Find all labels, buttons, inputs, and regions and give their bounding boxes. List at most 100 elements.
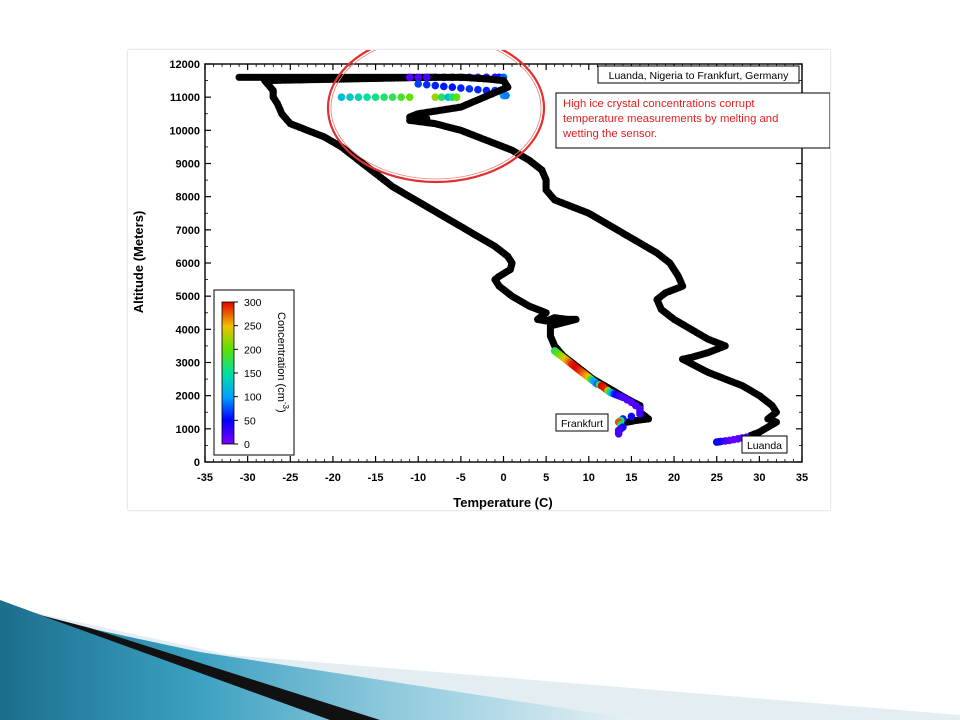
x-tick-label: -30 bbox=[240, 472, 256, 484]
data-point bbox=[405, 93, 414, 101]
chart-svg: -35 -30 -25 -20 -15 -10 -5 0 5 10 15 20 25 30 35010002… bbox=[131, 50, 830, 510]
data-point bbox=[627, 412, 636, 421]
data-point bbox=[636, 410, 644, 418]
title-label-text: Luanda, Nigeria to Frankfurt, Germany bbox=[609, 70, 790, 82]
colorbar-label-main: Concentration (cm bbox=[275, 312, 287, 402]
frankfurt-label-text: Frankfurt bbox=[561, 418, 603, 430]
data-point bbox=[346, 93, 354, 101]
data-point bbox=[431, 81, 440, 90]
colorbar-tick-label: 150 bbox=[244, 368, 262, 380]
x-tick-label: 15 bbox=[625, 472, 637, 484]
y-tick-label: 6000 bbox=[176, 258, 200, 270]
y-axis-title: Altitude (Meters) bbox=[131, 211, 146, 314]
footer-teal-wedge bbox=[0, 600, 640, 720]
frankfurt-label-box bbox=[555, 413, 609, 432]
series-descent-colored bbox=[550, 347, 644, 438]
luanda-label: Luanda bbox=[741, 435, 788, 454]
y-tick-label: 8000 bbox=[176, 192, 200, 204]
footer-dark-stroke bbox=[40, 615, 380, 720]
colorbar-tick-label: 250 bbox=[244, 321, 262, 333]
x-tick-label: 30 bbox=[753, 472, 765, 484]
y-tick-label: 1000 bbox=[176, 424, 200, 436]
x-tick-label: -10 bbox=[410, 472, 426, 484]
colorbar-label: Concentration (cm-3) bbox=[275, 312, 290, 413]
data-point bbox=[457, 84, 465, 92]
colorbar: 0 50 100 150 200 250 300 Concentration (cm-3) bbox=[213, 289, 295, 456]
x-tick-label: 25 bbox=[711, 472, 723, 484]
x-tick-label: 0 bbox=[500, 472, 506, 484]
luanda-label-box bbox=[741, 435, 788, 454]
data-point bbox=[431, 93, 440, 101]
data-point bbox=[440, 82, 448, 91]
highlight-circle bbox=[326, 50, 546, 184]
data-point bbox=[452, 93, 461, 101]
colorbar-ticks: 0 50 100 150 200 250 300 bbox=[234, 297, 262, 451]
colorbar-label-close: ) bbox=[275, 409, 287, 413]
data-point bbox=[465, 85, 474, 93]
note-box: High ice crystal concentrations corrupt t… bbox=[555, 92, 830, 149]
data-point bbox=[422, 73, 431, 82]
data-point bbox=[614, 430, 623, 438]
data-point bbox=[437, 93, 446, 101]
title-label: Luanda, Nigeria to Frankfurt, Germany bbox=[597, 65, 800, 84]
y-tick-label: 0 bbox=[194, 457, 200, 469]
data-point bbox=[448, 83, 457, 92]
series-ascent-from-luanda bbox=[406, 73, 781, 440]
y-tick-label: 3000 bbox=[176, 358, 200, 370]
data-point bbox=[414, 80, 423, 88]
note-box-frame bbox=[555, 92, 830, 149]
y-tick-label: 5000 bbox=[176, 291, 200, 303]
y-tick-label: 11000 bbox=[170, 92, 200, 104]
data-point bbox=[422, 80, 431, 89]
colorbar-tick-label: 50 bbox=[244, 415, 256, 427]
y-tick-label: 9000 bbox=[176, 159, 200, 171]
data-point bbox=[502, 91, 510, 100]
note-line: High ice crystal concentrations corrupt bbox=[563, 98, 755, 110]
data-point bbox=[474, 85, 482, 94]
note-text: High ice crystal concentrations corrupt t… bbox=[562, 98, 778, 140]
luanda-label-text: Luanda bbox=[747, 440, 782, 452]
data-point bbox=[337, 93, 346, 101]
data-point bbox=[371, 93, 380, 101]
frankfurt-label: Frankfurt bbox=[555, 413, 609, 432]
y-tick-label: 12000 bbox=[169, 59, 200, 71]
note-line: wetting the sensor. bbox=[562, 128, 657, 140]
colorbar-tick-label: 0 bbox=[244, 439, 250, 451]
x-tick-label: 5 bbox=[543, 472, 549, 484]
y-tick-label: 2000 bbox=[176, 391, 200, 403]
colorbar-gradient bbox=[221, 301, 235, 445]
y-tick-label: 4000 bbox=[176, 324, 200, 336]
points-layer bbox=[235, 73, 781, 446]
data-point bbox=[354, 93, 363, 101]
data-point bbox=[405, 73, 414, 82]
x-tick-label: 35 bbox=[796, 472, 808, 484]
y-tick-label: 10000 bbox=[169, 125, 200, 137]
colorbar-tick-label: 200 bbox=[244, 344, 262, 356]
data-point bbox=[380, 93, 388, 101]
data-point bbox=[397, 93, 405, 101]
colorbar-label-exponent: -3 bbox=[281, 402, 290, 410]
x-tick-label: 20 bbox=[668, 472, 680, 484]
colorbar-tick-label: 100 bbox=[244, 392, 262, 404]
title-label-box bbox=[597, 65, 800, 84]
x-axis-title: Temperature (C) bbox=[453, 495, 552, 510]
note-line: temperature measurements by melting and bbox=[563, 113, 778, 125]
figure-panel: -35 -30 -25 -20 -15 -10 -5 0 5 10 15 20 25 30 35 0 1000 2… bbox=[128, 50, 830, 510]
x-tick-label: -5 bbox=[456, 472, 466, 484]
series-ascent-colored bbox=[712, 433, 751, 446]
data-point bbox=[388, 93, 397, 101]
footer-decoration bbox=[0, 600, 960, 720]
x-tick-label: -15 bbox=[368, 472, 384, 484]
data-point bbox=[363, 93, 371, 101]
colorbar-tick-label: 300 bbox=[244, 297, 262, 309]
data-point bbox=[712, 438, 721, 446]
y-tick-label: 7000 bbox=[176, 225, 200, 237]
x-tick-label: 10 bbox=[583, 472, 595, 484]
axes-layer: -35 -30 -25 -20 -15 -10 -5 0 5 10 15 20 25 30 35010002… bbox=[169, 59, 808, 484]
x-tick-label: -35 bbox=[197, 472, 213, 484]
x-tick-label: -20 bbox=[325, 472, 341, 484]
data-point bbox=[414, 73, 423, 82]
x-tick-label: -25 bbox=[282, 472, 298, 484]
highlight-circle-inner bbox=[330, 50, 542, 180]
